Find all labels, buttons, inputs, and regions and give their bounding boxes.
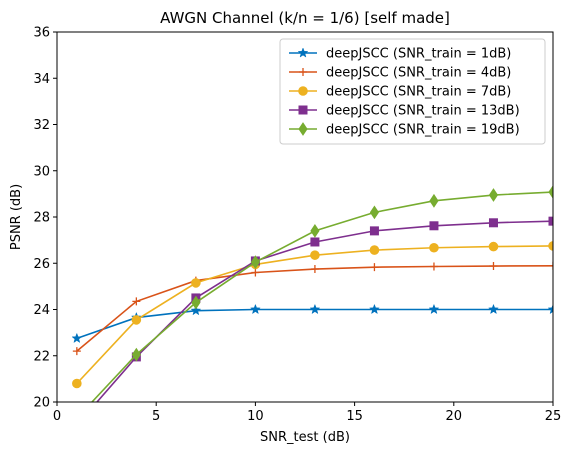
y-tick-label: 20 bbox=[33, 396, 50, 411]
legend-marker bbox=[298, 86, 308, 96]
data-point bbox=[310, 265, 319, 274]
data-point bbox=[548, 185, 553, 199]
data-point bbox=[547, 303, 553, 315]
y-tick-label: 36 bbox=[33, 26, 50, 41]
x-tick-label: 20 bbox=[446, 409, 463, 424]
data-point bbox=[370, 263, 379, 272]
chart-title: AWGN Channel (k/n = 1/6) [self made] bbox=[160, 9, 450, 27]
data-point bbox=[488, 188, 499, 202]
x-tick-label: 0 bbox=[53, 409, 61, 424]
data-point bbox=[369, 303, 380, 315]
x-tick-label: 15 bbox=[346, 409, 363, 424]
data-point bbox=[428, 303, 440, 315]
y-axis-label: PSNR (dB) bbox=[9, 184, 24, 250]
x-tick-label: 10 bbox=[247, 409, 264, 424]
x-tick-label: 5 bbox=[152, 409, 160, 424]
data-point bbox=[310, 223, 320, 238]
legend-label: deepJSCC (SNR_train = 4dB) bbox=[326, 66, 511, 81]
data-point bbox=[429, 262, 438, 271]
data-point bbox=[72, 347, 81, 356]
data-point bbox=[369, 245, 380, 255]
legend-item: deepJSCC (SNR_train = 13dB) bbox=[289, 104, 520, 119]
legend-item: deepJSCC (SNR_train = 7dB) bbox=[289, 85, 511, 100]
legend-item: deepJSCC (SNR_train = 19dB) bbox=[289, 122, 520, 138]
data-point bbox=[429, 242, 439, 253]
legend-item: deepJSCC (SNR_train = 4dB) bbox=[289, 66, 511, 81]
data-point bbox=[488, 241, 499, 252]
x-axis-label: SNR_test (dB) bbox=[260, 430, 350, 445]
x-tick-label: 25 bbox=[545, 409, 562, 424]
data-point bbox=[72, 378, 82, 389]
series-5 bbox=[73, 185, 553, 424]
data-point bbox=[548, 216, 553, 226]
legend-marker bbox=[299, 68, 307, 76]
data-point bbox=[71, 332, 83, 344]
data-point bbox=[131, 347, 141, 362]
data-point bbox=[309, 303, 321, 315]
legend-marker bbox=[298, 122, 308, 136]
data-point bbox=[190, 304, 202, 316]
y-tick-label: 32 bbox=[33, 118, 50, 133]
data-point bbox=[249, 303, 261, 315]
legend: deepJSCC (SNR_train = 1dB) deepJSCC (SNR_… bbox=[279, 38, 546, 145]
data-point bbox=[429, 221, 439, 231]
data-point bbox=[488, 218, 498, 228]
data-point bbox=[489, 262, 498, 271]
data-point bbox=[429, 193, 439, 208]
legend-label: deepJSCC (SNR_train = 1dB) bbox=[326, 47, 511, 62]
data-point bbox=[369, 226, 379, 236]
data-point bbox=[73, 412, 81, 424]
data-point bbox=[310, 237, 320, 247]
data-point bbox=[131, 315, 142, 325]
data-point bbox=[73, 421, 81, 429]
data-point bbox=[549, 261, 553, 270]
data-point bbox=[191, 295, 201, 310]
legend-marker bbox=[297, 47, 309, 58]
data-point bbox=[310, 250, 320, 260]
data-point bbox=[191, 278, 201, 288]
series-3 bbox=[72, 241, 553, 389]
legend-label: deepJSCC (SNR_train = 19dB) bbox=[326, 123, 520, 138]
data-point bbox=[369, 205, 380, 220]
data-point bbox=[251, 268, 260, 277]
data-point bbox=[132, 297, 141, 306]
legend-marker bbox=[298, 105, 308, 115]
y-tick-label: 30 bbox=[33, 164, 50, 179]
y-tick-label: 28 bbox=[33, 211, 50, 226]
y-tick-label: 24 bbox=[33, 303, 50, 318]
legend-item: deepJSCC (SNR_train = 1dB) bbox=[289, 47, 511, 62]
y-tick-label: 22 bbox=[33, 349, 50, 364]
y-tick-label: 34 bbox=[33, 72, 50, 87]
legend-label: deepJSCC (SNR_train = 13dB) bbox=[326, 104, 520, 119]
legend-box bbox=[279, 38, 546, 145]
data-point bbox=[250, 255, 261, 269]
data-point bbox=[548, 241, 553, 251]
series-2 bbox=[72, 261, 553, 356]
legend-label: deepJSCC (SNR_train = 7dB) bbox=[326, 85, 511, 100]
data-point bbox=[488, 303, 499, 315]
y-tick-label: 26 bbox=[33, 257, 50, 272]
